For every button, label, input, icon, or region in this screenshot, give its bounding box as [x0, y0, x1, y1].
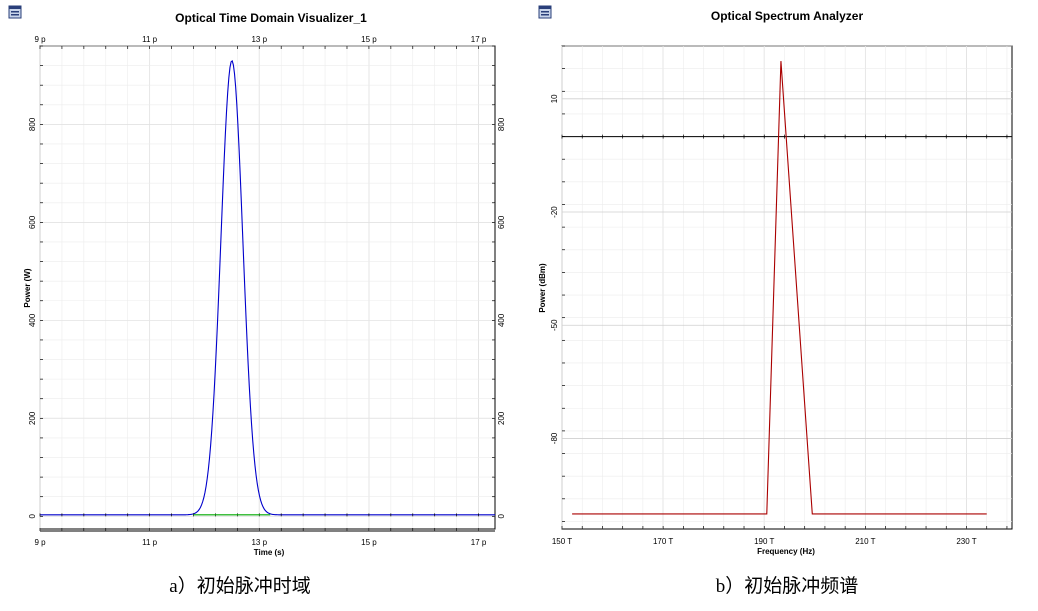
- x-tick-label-top: 11 p: [142, 35, 158, 44]
- x-axis-label: Frequency (Hz): [757, 547, 815, 556]
- window-icon[interactable]: [8, 5, 22, 19]
- x-tick-label: 9 p: [34, 538, 46, 547]
- y-tick-label-right: 200: [497, 411, 506, 425]
- x-tick-label: 17 p: [471, 538, 487, 547]
- plot-area: [39, 45, 496, 530]
- panel-caption: b）初始脉冲频谱: [716, 575, 859, 597]
- x-tick-label: 190 T: [754, 537, 774, 546]
- grid: [39, 45, 495, 531]
- y-tick-label: 10: [550, 94, 559, 103]
- y-tick-labels-left: 10 -20 -50 -80: [550, 94, 559, 444]
- y-tick-label: 400: [28, 313, 37, 327]
- x-tick-labels-bottom: 150 T 170 T 190 T 210 T 230 T: [552, 537, 977, 546]
- spectrum-panel: Optical Spectrum Analyzer 150 T 170 T 19…: [538, 5, 1013, 597]
- grid: [561, 45, 1012, 529]
- x-tick-label-top: 13 p: [251, 35, 267, 44]
- x-tick-label: 230 T: [956, 537, 976, 546]
- x-tick-label: 170 T: [653, 537, 673, 546]
- y-tick-label-right: 400: [497, 313, 506, 327]
- series-line: [572, 61, 987, 515]
- series-lines: [572, 61, 987, 515]
- reference-line: [561, 134, 1012, 139]
- x-tick-labels-bottom: 9 p 11 p 13 p 15 p 17 p: [34, 538, 486, 547]
- y-tick-labels-left: 0 200 400 600 800: [28, 117, 37, 518]
- x-tick-label: 11 p: [142, 538, 158, 547]
- y-axis-label: Power (dBm): [538, 263, 547, 313]
- y-tick-label-right: 600: [497, 215, 506, 229]
- x-tick-label: 15 p: [361, 538, 377, 547]
- series-lines: [39, 60, 495, 517]
- x-tick-labels-top: 9 p 11 p 13 p 15 p 17 p: [34, 35, 486, 44]
- y-tick-labels-right: 0 200 400 600 800: [497, 117, 506, 518]
- x-tick-label-top: 15 p: [361, 35, 377, 44]
- time-domain-panel: Optical Time Domain Visualizer_1 9 p 11 …: [8, 5, 506, 597]
- minor-ticks: [39, 45, 495, 531]
- y-tick-label: 0: [28, 514, 37, 519]
- y-tick-label: -50: [550, 319, 559, 331]
- y-tick-label: -20: [550, 206, 559, 218]
- window-icon[interactable]: [538, 5, 552, 19]
- x-tick-label: 210 T: [855, 537, 875, 546]
- x-tick-label: 13 p: [251, 538, 267, 547]
- x-axis-label: Time (s): [254, 548, 285, 557]
- y-axis-label: Power (W): [23, 268, 32, 307]
- y-tick-label-right: 0: [497, 514, 506, 519]
- y-tick-label-right: 800: [497, 117, 506, 131]
- y-tick-label: -80: [550, 432, 559, 444]
- x-tick-label: 150 T: [552, 537, 572, 546]
- x-tick-label-top: 17 p: [471, 35, 487, 44]
- plot-area: [561, 45, 1013, 530]
- minor-ticks: [561, 45, 1008, 529]
- x-tick-label-top: 9 p: [34, 35, 46, 44]
- panel-caption: a）初始脉冲时域: [169, 575, 310, 597]
- y-tick-label: 200: [28, 411, 37, 425]
- y-tick-label: 800: [28, 117, 37, 131]
- y-tick-label: 600: [28, 215, 37, 229]
- chart-title: Optical Time Domain Visualizer_1: [175, 11, 367, 25]
- series-line: [40, 60, 495, 516]
- chart-title: Optical Spectrum Analyzer: [711, 9, 864, 23]
